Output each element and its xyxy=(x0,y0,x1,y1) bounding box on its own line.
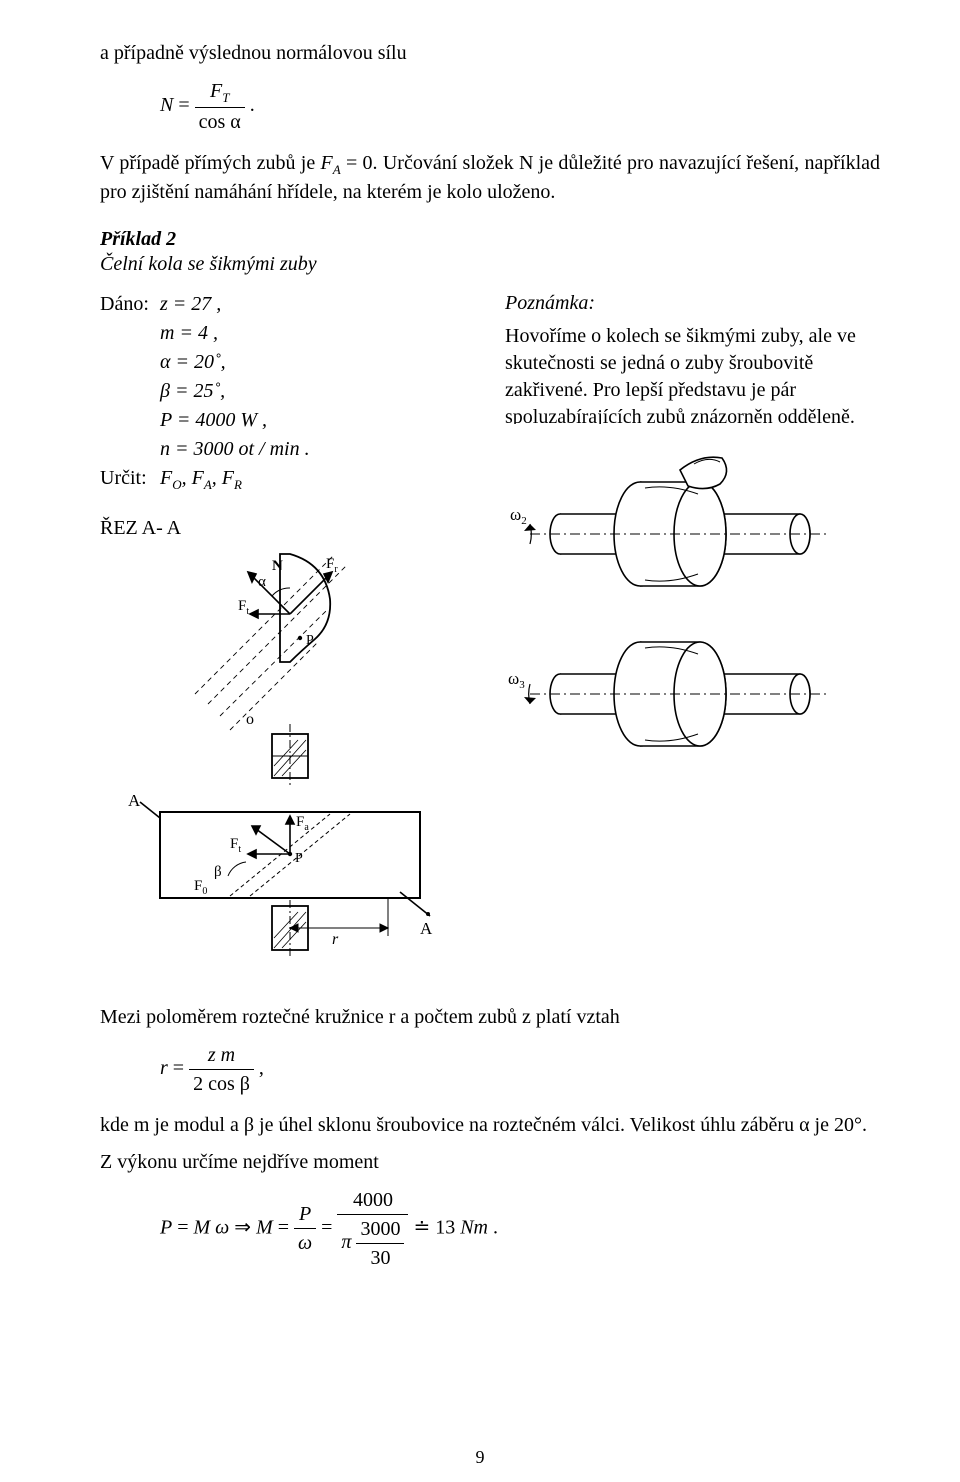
svg-text:N: N xyxy=(272,558,283,574)
svg-text:A: A xyxy=(420,919,433,938)
svg-text:A: A xyxy=(128,791,141,810)
svg-text:r: r xyxy=(332,931,339,948)
figure-section-AA: α N Fr Ft P xyxy=(100,544,440,974)
svg-text:P: P xyxy=(306,633,314,648)
given-column: Dáno:z = 27 , m = 4 , α = 20˚, β = 25˚, … xyxy=(100,290,475,495)
intro-line: a případně výslednou normálovou sílu xyxy=(100,40,880,67)
figure-gear-pair: ω2 ω3 xyxy=(470,424,850,784)
svg-text:Ft: Ft xyxy=(238,598,249,617)
svg-text:P: P xyxy=(295,851,303,866)
svg-text:ω2: ω2 xyxy=(510,505,527,527)
svg-text:o: o xyxy=(246,711,254,728)
para-moment: Z výkonu určíme nejdříve moment xyxy=(100,1149,880,1176)
example-subtitle: Čelní kola se šikmými zuby xyxy=(100,253,880,276)
eq-moment: P = M ω ⇒ M = P ω = 4000 π 3000 30 ≐ 13 … xyxy=(160,1186,880,1272)
para-radius-relation: Mezi poloměrem roztečné kružnice r a poč… xyxy=(100,1004,880,1031)
svg-text:α: α xyxy=(258,574,266,590)
eq-r: r = z m 2 cos β , xyxy=(160,1041,880,1098)
svg-text:β: β xyxy=(214,864,222,880)
eq-N: N = FT cos α . xyxy=(160,77,880,136)
para-module: kde m je modul a β je úhel sklonu šroubo… xyxy=(100,1112,880,1139)
para-straight-teeth: V případě přímých zubů je FA = 0. Určová… xyxy=(100,150,880,206)
example-title: Příklad 2 xyxy=(100,228,880,251)
page-number: 9 xyxy=(0,1447,960,1468)
svg-text:ω3: ω3 xyxy=(508,669,525,691)
